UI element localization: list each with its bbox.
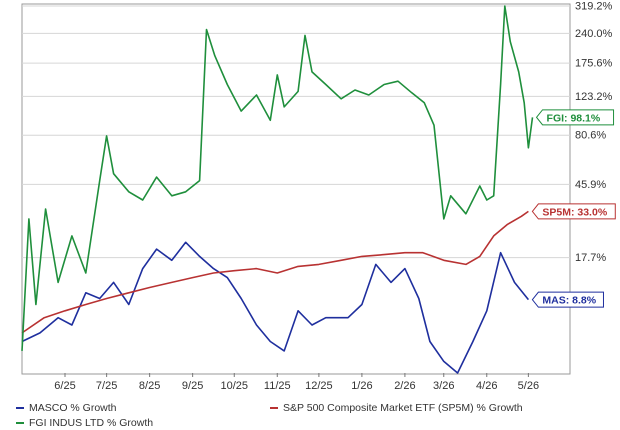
- x-tick-label: 7/25: [96, 380, 117, 392]
- series-line-masco: [21, 241, 530, 374]
- x-tick-label: 9/25: [182, 380, 203, 392]
- legend-item-masco: MASCO % Growth: [16, 402, 117, 414]
- x-tick-label: 8/25: [139, 380, 160, 392]
- end-label-box: [535, 109, 615, 126]
- x-tick-label: 4/26: [476, 380, 497, 392]
- y-tick-label: 45.9%: [575, 179, 606, 191]
- y-tick-label: 17.7%: [575, 252, 606, 264]
- series-lines: [21, 5, 534, 374]
- x-tick-label: 11/25: [264, 380, 291, 392]
- end-label-masco: MAS: 8.8%: [531, 291, 604, 308]
- x-tick-label: 1/26: [351, 380, 372, 392]
- y-tick-label: 319.2%: [575, 1, 613, 13]
- legend-item-sp5m: S&P 500 Composite Market ETF (SP5M) % Gr…: [270, 402, 523, 414]
- end-label-text: MAS: 8.8%: [542, 295, 596, 307]
- x-tick-label: 2/26: [394, 380, 415, 392]
- series-line-sp5m: [21, 210, 529, 334]
- end-label-text: SP5M: 33.0%: [542, 206, 607, 218]
- legend-swatch-masco: [16, 407, 24, 409]
- end-label-box: [531, 291, 604, 308]
- y-tick-label: 80.6%: [575, 130, 606, 142]
- x-tick-label: 6/25: [54, 380, 75, 392]
- end-label-sp5m: SP5M: 33.0%: [531, 203, 616, 220]
- y-axis-ticks: 17.7% 45.9% 80.6% 123.2% 175.6% 240.0% 319.2%: [575, 1, 613, 265]
- legend-label-fgi: FGI INDUS LTD % Growth: [29, 417, 154, 429]
- y-tick-label: 240.0%: [575, 28, 613, 40]
- x-tick-label: 12/25: [305, 380, 333, 392]
- legend-swatch-fgi: [16, 422, 24, 424]
- end-label-fgi: FGI: 98.1%: [535, 109, 615, 126]
- end-labels: MAS: 8.8% SP5M: 33.0% FGI: 98.1%: [531, 109, 616, 308]
- x-tick-label: 5/26: [518, 380, 539, 392]
- x-tick-label: 10/25: [220, 380, 248, 392]
- legend-label-sp5m: S&P 500 Composite Market ETF (SP5M) % Gr…: [283, 402, 523, 414]
- end-label-text: FGI: 98.1%: [547, 112, 601, 124]
- y-tick-label: 123.2%: [575, 91, 613, 103]
- end-label-box: [531, 203, 616, 220]
- legend-label-masco: MASCO % Growth: [29, 402, 117, 414]
- y-tick-label: 175.6%: [575, 58, 613, 70]
- x-axis-ticks: 6/25 7/25 8/25 9/25 10/25 11/25 12/25 1/26 2/26 3…: [54, 373, 539, 392]
- x-tick-label: 3/26: [433, 380, 454, 392]
- legend-item-fgi: FGI INDUS LTD % Growth: [16, 417, 153, 429]
- legend-swatch-sp5m: [270, 407, 278, 409]
- series-line-fgi: [21, 5, 534, 351]
